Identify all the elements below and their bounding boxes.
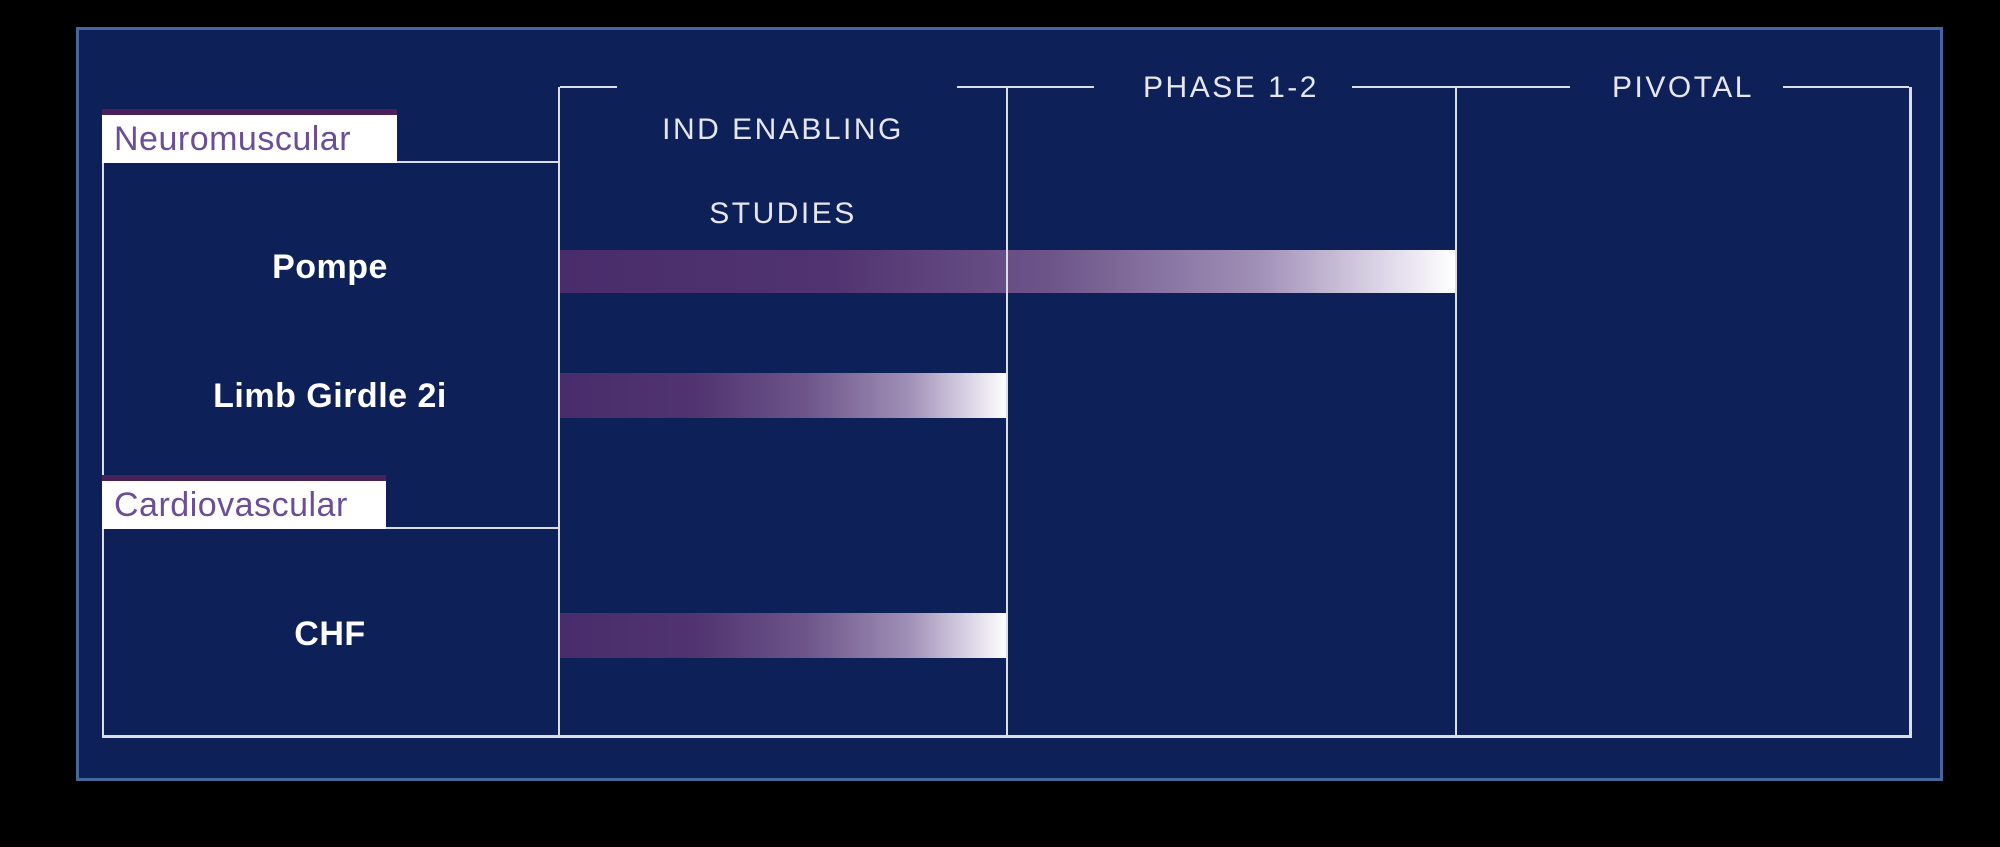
column-divider-phase12-left — [1006, 87, 1008, 737]
column-header-line2: STUDIES — [709, 197, 857, 230]
program-label-chf: CHF — [294, 615, 366, 653]
group-label-neuromuscular: Neuromuscular — [102, 109, 397, 163]
group-label-cardiovascular: Cardiovascular — [102, 475, 386, 529]
group-label-text: Cardiovascular — [114, 485, 348, 524]
program-label-limb-girdle-2i: Limb Girdle 2i — [213, 377, 447, 415]
chart-bottom-border — [102, 735, 1912, 738]
progress-bar-limb-girdle-2i — [560, 373, 1007, 418]
program-label-pompe: Pompe — [272, 248, 388, 286]
header-tick-line — [1783, 86, 1909, 88]
progress-bar-chf — [560, 613, 1007, 658]
header-tick-line — [957, 86, 1094, 88]
column-divider-ind-left — [558, 87, 560, 737]
chart-right-border — [1909, 87, 1912, 738]
header-tick-line — [560, 86, 617, 88]
column-divider-pivotal-left — [1455, 87, 1457, 737]
column-header-pivotal: PIVOTAL — [1612, 71, 1754, 104]
header-tick-line — [1352, 86, 1570, 88]
column-header-phase-1-2: PHASE 1-2 — [1143, 71, 1319, 104]
left-panel-border — [102, 162, 104, 735]
group-label-text: Neuromuscular — [114, 119, 352, 158]
column-header-line1: IND ENABLING — [662, 113, 904, 146]
column-header-ind-enabling-studies: IND ENABLING STUDIES — [558, 67, 1008, 235]
